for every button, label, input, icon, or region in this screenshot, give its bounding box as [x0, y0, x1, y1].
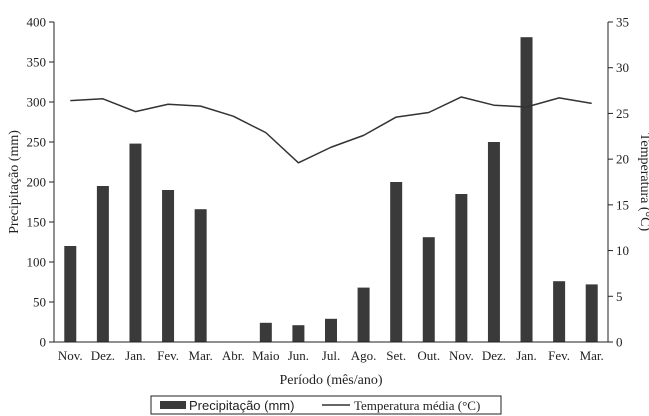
precipitation-bar [487, 142, 500, 342]
x-tick-label: Out. [417, 348, 440, 363]
legend-line-label: Temperatura média (°C) [354, 398, 480, 413]
right-tick-label: 15 [616, 197, 629, 212]
x-tick-label: Ago. [351, 348, 377, 363]
left-tick-label: 50 [33, 295, 46, 310]
left-tick-label: 300 [27, 95, 47, 110]
left-tick-label: 350 [27, 55, 47, 70]
precipitation-bar [129, 143, 142, 342]
bars-group [64, 37, 598, 342]
left-tick-label: 400 [27, 15, 47, 30]
x-tick-label: Mar. [189, 348, 213, 363]
left-ticks: 0 50 100 150 200 250 300 350 400 [27, 15, 54, 350]
legend-bar-label: Precipitação (mm) [189, 398, 294, 413]
legend-bar-swatch [160, 401, 186, 409]
precipitation-bar [292, 325, 305, 342]
right-tick-label: 20 [616, 152, 629, 167]
precipitation-bar [162, 190, 175, 342]
right-ticks: 0 5 10 15 20 25 30 35 [608, 15, 629, 350]
left-tick-label: 0 [40, 335, 47, 350]
x-tick-label: Nov. [58, 348, 83, 363]
x-tick-label: Mar. [580, 348, 604, 363]
precipitation-bar [553, 281, 566, 342]
temperature-line-group [70, 96, 592, 164]
left-tick-label: 200 [27, 175, 47, 190]
right-tick-label: 0 [616, 335, 623, 350]
x-tick-label: Dez. [482, 348, 506, 363]
left-tick-label: 100 [27, 255, 47, 270]
x-tick-label: Jun. [288, 348, 309, 363]
precipitation-bar [520, 37, 533, 342]
x-tick-label: Dez. [91, 348, 115, 363]
right-tick-label: 25 [616, 106, 629, 121]
x-tick-labels: Nov. Dez. Jan. Fev. Mar. Abr. Maio Jun. Jul. Ago.… [58, 348, 604, 363]
right-tick-label: 30 [616, 60, 629, 75]
left-tick-label: 250 [27, 135, 47, 150]
right-tick-label: 35 [616, 15, 629, 30]
legend: Precipitação (mm) Temperatura média (°C) [150, 395, 502, 415]
x-tick-label: Abr. [222, 348, 245, 363]
precipitation-bar [357, 287, 370, 342]
x-tick-label: Jul. [322, 348, 340, 363]
precipitation-bar [259, 322, 272, 342]
precipitation-bar [455, 194, 468, 342]
right-tick-label: 5 [616, 289, 623, 304]
left-tick-label: 150 [27, 215, 47, 230]
precipitation-bar [96, 186, 109, 342]
x-tick-label: Set. [386, 348, 406, 363]
temperature-line [70, 96, 592, 164]
x-tick-label: Fev. [157, 348, 179, 363]
precipitation-bar [325, 318, 337, 342]
x-tick-label: Jan. [125, 348, 146, 363]
x-axis-title: Período (mês/ano) [279, 373, 382, 388]
x-tick-label: Nov. [449, 348, 474, 363]
precipitation-bar [422, 237, 435, 342]
precipitation-bar [194, 209, 207, 342]
precipitation-bar [64, 246, 77, 342]
x-tick-label: Jan. [516, 348, 537, 363]
y-axis-left-title: Precipitação (mm) [7, 130, 22, 234]
x-tick-label: Maio [252, 348, 279, 363]
precipitation-bar [390, 182, 403, 342]
precipitation-bar [585, 284, 598, 342]
y-axis-right-title: Temperatura (°C) [637, 133, 649, 232]
right-tick-label: 10 [616, 243, 629, 258]
x-tick-label: Fev. [548, 348, 570, 363]
